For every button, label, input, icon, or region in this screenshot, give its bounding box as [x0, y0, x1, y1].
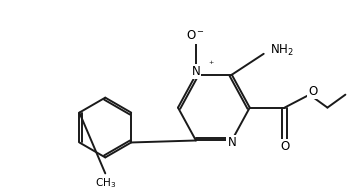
Text: O$^-$: O$^-$ [187, 29, 205, 42]
Text: CH$_3$: CH$_3$ [95, 176, 116, 190]
Text: $^+$: $^+$ [207, 59, 215, 68]
Text: N: N [192, 65, 200, 78]
Text: O: O [280, 140, 289, 153]
Text: NH$_2$: NH$_2$ [270, 43, 293, 58]
Text: N: N [227, 136, 236, 149]
Text: O: O [308, 85, 317, 98]
